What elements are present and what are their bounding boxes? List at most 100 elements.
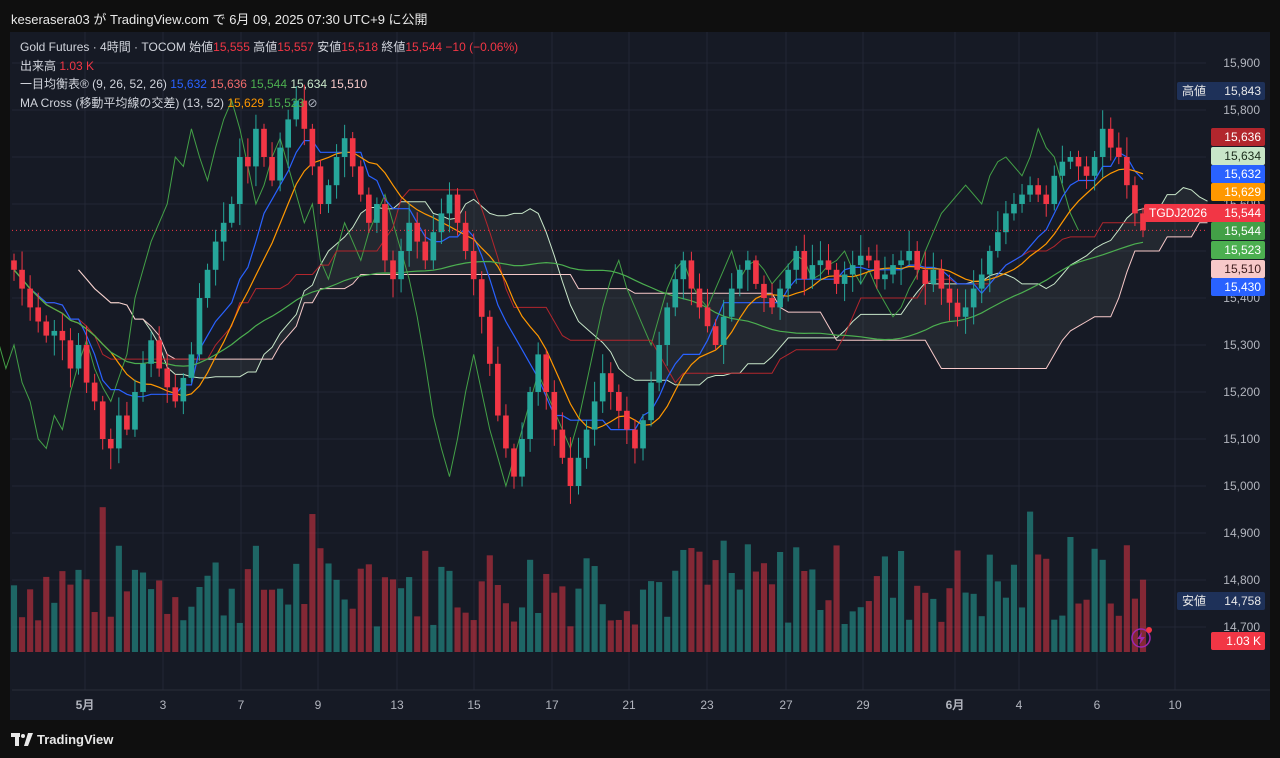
candle-body [148, 340, 154, 364]
price-tags: 高値 15,843 15,636 15,634 15,632 15,629 TGDJ2026… [1144, 82, 1265, 650]
close-value: 15,544 [405, 40, 443, 54]
legend-ma-row[interactable]: MA Cross (移動平均線の交差) (13, 52) 15,629 15,5… [20, 94, 518, 113]
candle [1011, 193, 1017, 221]
candle-body [1075, 157, 1082, 167]
candle [116, 397, 122, 464]
volume-bar [680, 549, 687, 652]
candle [180, 373, 187, 415]
candle-body [132, 392, 138, 430]
candle [357, 160, 364, 202]
candle-body [1019, 194, 1025, 204]
candle [680, 251, 687, 300]
volume-bar [809, 569, 816, 652]
volume-bar [930, 598, 937, 652]
candle-body [841, 274, 848, 284]
candle [704, 288, 711, 333]
candle [624, 396, 630, 445]
candle-body [978, 274, 985, 289]
legend-ichimoku-row[interactable]: 一目均衡表® (9, 26, 52, 26) 15,632 15,636 15,… [20, 75, 518, 94]
candle-body [398, 251, 404, 280]
candle-body [704, 307, 711, 327]
volume-bar [1139, 579, 1147, 652]
candle-body [857, 255, 864, 266]
volume-bar [398, 588, 405, 652]
candle-body [793, 251, 800, 270]
candle [559, 412, 566, 464]
volume-bar [720, 540, 727, 652]
volume-bar [309, 514, 316, 652]
volume-bar [373, 626, 380, 652]
volume-bar [559, 586, 566, 652]
price-tag-value: 15,636 [1224, 130, 1261, 144]
candle-body [583, 429, 590, 458]
volume-bar [639, 589, 647, 652]
candle [59, 313, 66, 361]
tradingview-logo[interactable]: TradingView [11, 732, 113, 747]
candle-body [930, 269, 937, 284]
candle-body [285, 119, 292, 148]
candle [35, 292, 42, 333]
volume-bar [817, 609, 824, 652]
candle [148, 331, 154, 378]
candle-body [833, 269, 840, 284]
candle [83, 325, 90, 393]
price-tag-bg [1211, 165, 1265, 183]
price-tag-last: TGDJ2026 15,544 [1144, 204, 1265, 222]
candle [19, 251, 25, 306]
volume-bar [801, 570, 808, 652]
candle-body [986, 251, 993, 275]
volume-bar [898, 550, 905, 652]
price-tag-value: 1.03 K [1226, 634, 1261, 648]
candle [220, 202, 227, 261]
volume-bar [938, 621, 945, 652]
volume-bar [664, 616, 671, 652]
price-tag-volume: 1.03 K [1211, 632, 1265, 650]
volume-bar [1115, 615, 1122, 652]
candle-body [503, 415, 509, 449]
candle-body [91, 382, 98, 402]
legend-volume-row[interactable]: 出来高 1.03 K [20, 57, 518, 76]
volume-bar [535, 613, 542, 652]
candle-body [946, 288, 953, 303]
alert-icon-ring [1131, 628, 1151, 648]
volume-bar [510, 621, 518, 652]
volume-bar [591, 566, 598, 652]
candle-body [67, 340, 74, 369]
y-tick-label: 15,900 [1223, 56, 1260, 70]
candle-body [599, 373, 606, 402]
volume-bar [672, 570, 679, 652]
candle [688, 251, 695, 306]
volume-bar [502, 603, 509, 652]
volume-bar [1131, 598, 1139, 652]
volume-bar [793, 547, 800, 652]
candle-body [1043, 194, 1050, 204]
candle [543, 349, 550, 410]
candle-body [374, 204, 380, 223]
volume-bar [204, 575, 211, 652]
candle [769, 283, 775, 315]
legend-symbol-row[interactable]: Gold Futures · 4時間 · TOCOM 始値15,555 高値15… [20, 38, 518, 57]
candle-body [309, 128, 316, 167]
candle [390, 250, 396, 298]
tradingview-logo-icon [11, 733, 33, 746]
volume-bar [1027, 511, 1034, 652]
candle-body [1067, 157, 1074, 162]
candle-body [204, 269, 211, 298]
volume-bar [615, 619, 622, 652]
candle-body [575, 457, 582, 486]
volume-bar [1018, 607, 1026, 652]
ichimoku-tenkan-value: 15,632 [170, 77, 207, 91]
symbol-name[interactable]: Gold Futures · 4時間 · TOCOM [20, 40, 186, 54]
candle [277, 132, 283, 192]
candle [11, 253, 17, 281]
price-tag-value: 15,843 [1224, 84, 1261, 98]
candle-body [486, 316, 493, 364]
volume-bar [293, 563, 300, 652]
hidden-eye-icon[interactable]: ⊘ [307, 95, 318, 110]
candle [761, 275, 767, 313]
alert-icon[interactable] [1131, 627, 1152, 648]
price-tag-bg [1177, 82, 1265, 100]
volume-bar [760, 563, 768, 652]
volume-bar [123, 591, 130, 652]
